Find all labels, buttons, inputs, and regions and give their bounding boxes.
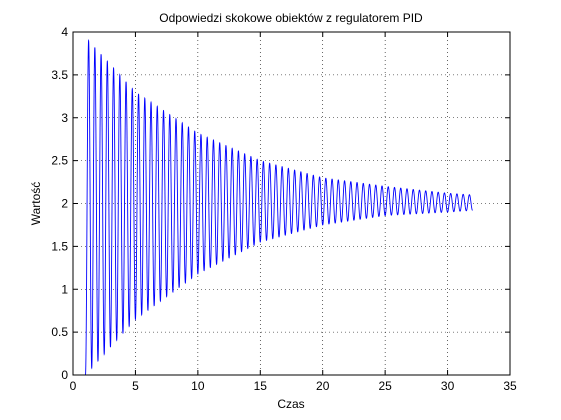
tick-marks — [72, 31, 511, 376]
y-tick-label: 1.5 — [51, 239, 68, 253]
x-tick-label: 5 — [132, 379, 139, 393]
x-tick-label: 25 — [378, 379, 392, 393]
y-axis-label: Wartość — [29, 182, 43, 226]
x-tick-label: 15 — [254, 379, 268, 393]
x-axis-label: Czas — [277, 397, 304, 411]
x-tick-label: 0 — [70, 379, 77, 393]
y-tick-label: 0.5 — [51, 325, 68, 339]
y-tick-label: 2.5 — [51, 154, 68, 168]
y-tick-label: 2 — [61, 197, 68, 211]
y-tick-labels: 0 0.5 1 1.5 2 2.5 3 3.5 4 — [51, 25, 68, 382]
x-tick-label: 20 — [316, 379, 330, 393]
x-tick-labels: 0 5 10 15 20 25 30 35 — [70, 379, 517, 393]
y-tick-label: 1 — [61, 282, 68, 296]
y-tick-label: 3 — [61, 111, 68, 125]
data-series — [73, 38, 473, 376]
x-tick-label: 10 — [191, 379, 205, 393]
y-tick-label: 4 — [61, 25, 68, 39]
x-tick-label: 35 — [503, 379, 517, 393]
y-tick-label: 3.5 — [51, 68, 68, 82]
chart-title: Odpowiedzi skokowe obiektów z regulatore… — [159, 11, 423, 25]
series-line — [73, 38, 473, 376]
y-tick-label: 0 — [61, 368, 68, 382]
x-tick-label: 30 — [441, 379, 455, 393]
plot-area — [73, 32, 510, 375]
